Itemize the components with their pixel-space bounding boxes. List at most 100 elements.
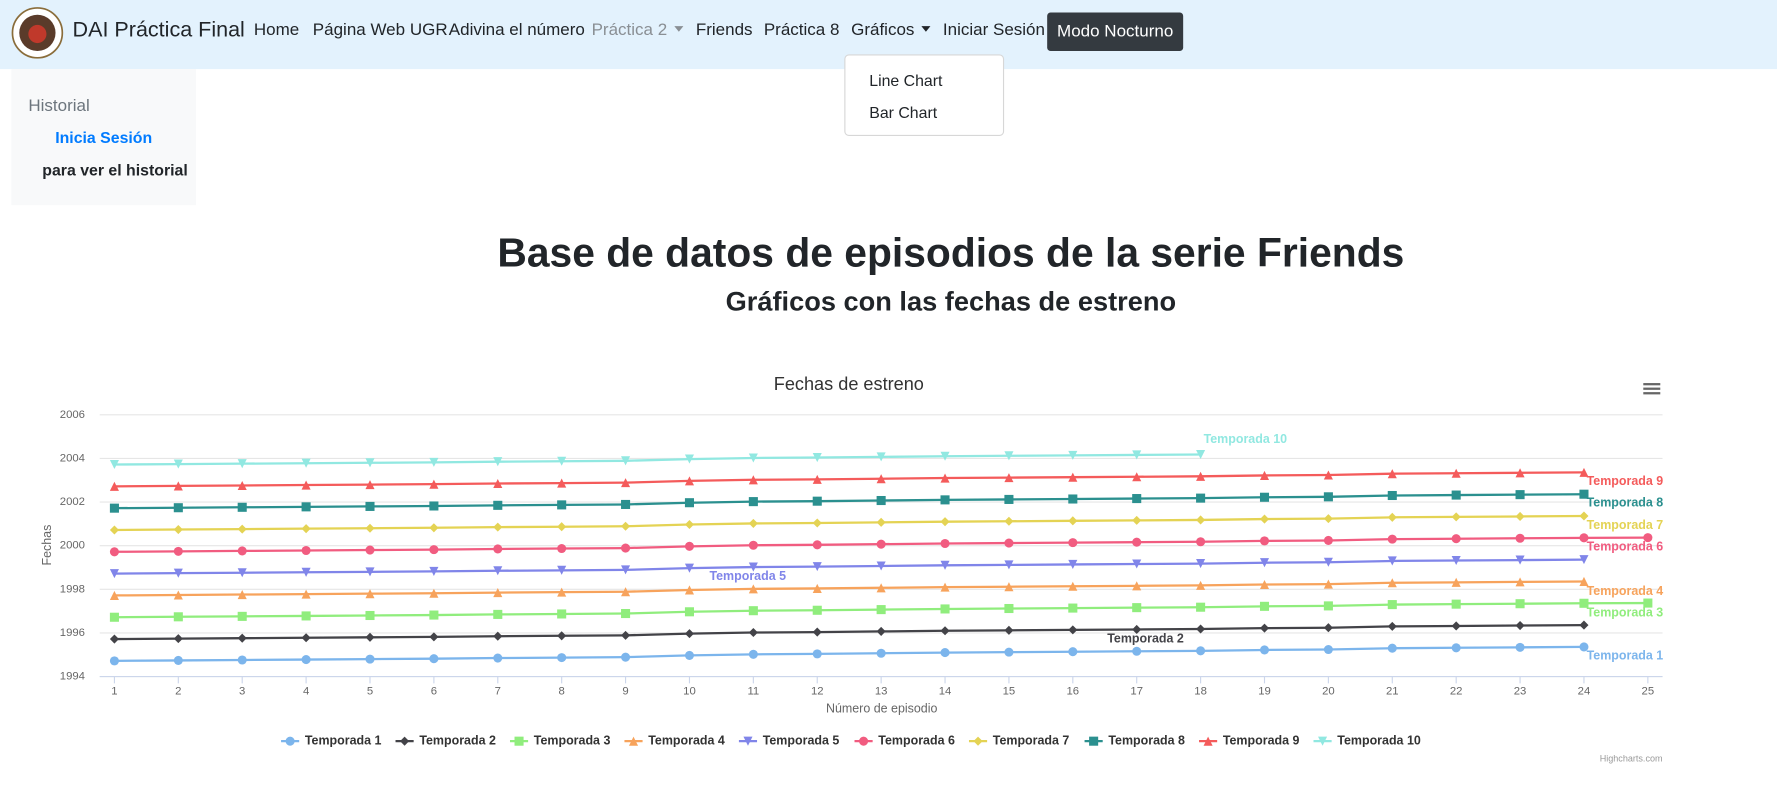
- point: [493, 566, 503, 576]
- point: [748, 497, 758, 507]
- y-tick-label: 2004: [60, 452, 85, 464]
- point: [1068, 581, 1078, 591]
- point: [173, 655, 183, 665]
- nav-dropdown[interactable]: Gráficos: [851, 20, 930, 39]
- series: Temporada 9: [109, 467, 1664, 491]
- series-label: Temporada 9: [1587, 474, 1664, 488]
- point: [109, 612, 119, 622]
- point: [1451, 490, 1461, 500]
- point: [173, 481, 183, 491]
- point: [1004, 516, 1014, 526]
- point: [1451, 534, 1461, 544]
- nav-link[interactable]: Home: [253, 20, 300, 40]
- night-mode-button[interactable]: Modo Nocturno: [1047, 12, 1184, 51]
- legend-item[interactable]: Temporada 6: [854, 733, 955, 747]
- point: [173, 459, 183, 469]
- point: [429, 545, 439, 555]
- point: [621, 499, 631, 509]
- point: [940, 473, 950, 483]
- point: [237, 502, 247, 512]
- point: [557, 631, 567, 641]
- legend-item[interactable]: Temporada 8: [1084, 733, 1185, 747]
- x-tick-label: 7: [495, 685, 501, 697]
- point: [1004, 560, 1014, 570]
- dropdown-item[interactable]: Bar Chart: [869, 103, 938, 122]
- nav-link[interactable]: Adivina el número: [448, 20, 585, 40]
- legend-item[interactable]: Temporada 7: [968, 733, 1069, 747]
- point: [1387, 490, 1397, 501]
- point: [1387, 621, 1397, 631]
- login-link[interactable]: Inicia Sesión: [55, 128, 153, 147]
- brand[interactable]: DAI Práctica Final: [72, 18, 245, 42]
- point: [557, 609, 567, 619]
- dropdown-item[interactable]: Line Chart: [869, 71, 943, 90]
- nav-link[interactable]: Práctica 8: [763, 20, 840, 40]
- legend-item[interactable]: Temporada 3: [509, 733, 610, 747]
- point: [621, 478, 631, 488]
- legend-item[interactable]: Temporada 1: [281, 733, 382, 747]
- point: [429, 479, 439, 489]
- nav-link[interactable]: Iniciar Sesión: [942, 20, 1045, 40]
- menu-button[interactable]: [1643, 383, 1661, 395]
- legend-item[interactable]: Temporada 9: [1199, 733, 1299, 747]
- point: [748, 518, 758, 528]
- point: [557, 522, 567, 532]
- nav-dropdown[interactable]: Práctica 2: [592, 20, 683, 39]
- point: [1579, 642, 1589, 652]
- series: Temporada 4: [109, 576, 1663, 600]
- point: [621, 652, 631, 662]
- legend-item[interactable]: Temporada 5: [738, 733, 839, 747]
- point: [684, 498, 694, 508]
- point: [173, 612, 183, 622]
- point: [1259, 601, 1270, 611]
- x-tick-label: 13: [875, 685, 888, 697]
- legend-symbol: [743, 736, 753, 746]
- point: [1259, 536, 1270, 546]
- legend-symbol: [859, 736, 869, 746]
- series-label: Temporada 8: [1587, 495, 1664, 509]
- legend-label: Temporada 2: [419, 733, 496, 747]
- point: [940, 626, 950, 636]
- nav-link[interactable]: Página Web UGR: [312, 20, 448, 40]
- series-line: [114, 580, 1584, 597]
- point: [940, 560, 950, 570]
- point: [684, 476, 694, 486]
- point: [1068, 559, 1078, 569]
- point: [1323, 623, 1333, 633]
- x-tick-label: 4: [303, 685, 309, 697]
- x-tick-label: 8: [559, 685, 565, 697]
- point: [1451, 512, 1461, 522]
- point: [1259, 623, 1270, 633]
- point: [1132, 559, 1142, 569]
- point: [940, 451, 950, 461]
- series-line: [114, 453, 1201, 466]
- y-axis-title: Fechas: [40, 525, 54, 566]
- point: [1132, 581, 1142, 591]
- point: [1451, 621, 1461, 631]
- legend-item[interactable]: Temporada 4: [624, 733, 725, 747]
- series: Temporada 6: [109, 533, 1663, 557]
- point: [109, 525, 119, 535]
- point: [621, 456, 631, 466]
- legend-item[interactable]: Temporada 2: [395, 733, 496, 747]
- point: [429, 632, 439, 642]
- point: [365, 480, 375, 490]
- point: [109, 569, 119, 579]
- point: [812, 453, 822, 463]
- point: [1259, 470, 1270, 480]
- point: [1323, 470, 1333, 480]
- point: [301, 458, 311, 468]
- legend-label: Temporada 6: [878, 733, 955, 747]
- point: [237, 633, 247, 643]
- series: Temporada 3: [109, 598, 1663, 622]
- point: [1579, 511, 1589, 521]
- point: [109, 503, 119, 513]
- point: [684, 650, 694, 660]
- legend-item[interactable]: Temporada 10: [1313, 733, 1421, 747]
- point: [1579, 489, 1589, 499]
- legend-symbol: [1089, 736, 1099, 746]
- credits[interactable]: Highcharts.com: [1600, 754, 1663, 764]
- nav-link[interactable]: Friends: [695, 20, 753, 40]
- point: [684, 607, 694, 617]
